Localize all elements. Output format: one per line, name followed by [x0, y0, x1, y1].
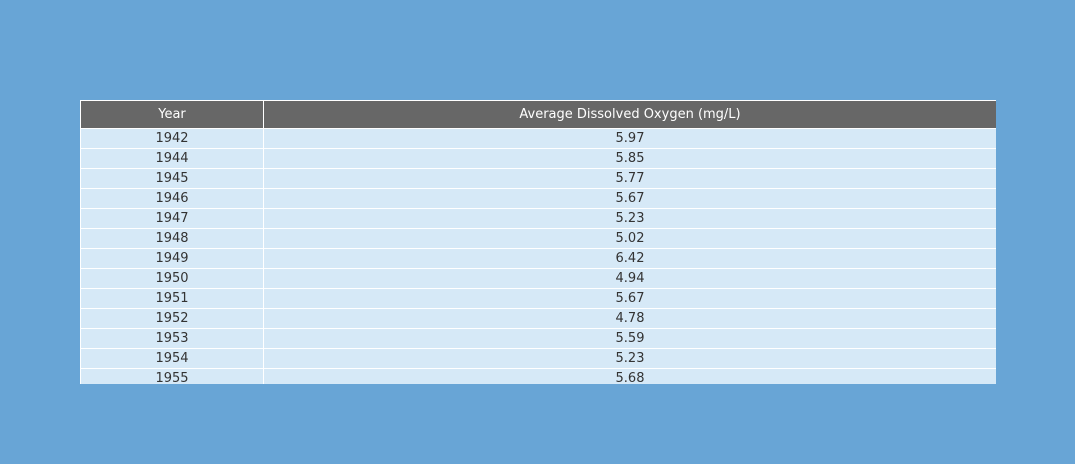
- cell-year: 1942: [80, 128, 264, 149]
- table-row: 1952 4.78: [80, 308, 996, 329]
- cell-dissolved-oxygen: 4.78: [263, 308, 996, 329]
- cell-year: 1947: [80, 208, 264, 229]
- cell-dissolved-oxygen: 5.77: [263, 168, 996, 189]
- cell-dissolved-oxygen: 5.67: [263, 188, 996, 209]
- table-row: 1945 5.77: [80, 168, 996, 189]
- cell-year: 1951: [80, 288, 264, 309]
- table-row: 1949 6.42: [80, 248, 996, 269]
- cell-dissolved-oxygen: 5.23: [263, 208, 996, 229]
- cell-year: 1944: [80, 148, 264, 169]
- table-row: 1955 5.68: [80, 368, 996, 384]
- cell-dissolved-oxygen: 5.97: [263, 128, 996, 149]
- table-body: 1942 5.97 1944 5.85 1945 5.77 1946 5.67 1947 5.23…: [80, 128, 996, 384]
- cell-dissolved-oxygen: 5.67: [263, 288, 996, 309]
- table-row: 1953 5.59: [80, 328, 996, 349]
- cell-year: 1949: [80, 248, 264, 269]
- cell-year: 1954: [80, 348, 264, 369]
- cell-dissolved-oxygen: 5.68: [263, 368, 996, 384]
- table-row: 1948 5.02: [80, 228, 996, 249]
- table-row: 1954 5.23: [80, 348, 996, 369]
- table-row: 1950 4.94: [80, 268, 996, 289]
- cell-year: 1946: [80, 188, 264, 209]
- cell-dissolved-oxygen: 5.02: [263, 228, 996, 249]
- cell-year: 1945: [80, 168, 264, 189]
- cell-year: 1955: [80, 368, 264, 384]
- header-row: Year Average Dissolved Oxygen (mg/L): [80, 100, 996, 129]
- table-row: 1951 5.67: [80, 288, 996, 309]
- table-row: 1946 5.67: [80, 188, 996, 209]
- cell-dissolved-oxygen: 4.94: [263, 268, 996, 289]
- table-row: 1944 5.85: [80, 148, 996, 169]
- data-table: Year Average Dissolved Oxygen (mg/L) 194…: [80, 100, 996, 384]
- cell-year: 1952: [80, 308, 264, 329]
- column-header-year: Year: [80, 100, 264, 129]
- data-table-container: Year Average Dissolved Oxygen (mg/L) 194…: [80, 100, 996, 384]
- cell-year: 1950: [80, 268, 264, 289]
- cell-dissolved-oxygen: 5.85: [263, 148, 996, 169]
- table-row: 1947 5.23: [80, 208, 996, 229]
- cell-dissolved-oxygen: 5.23: [263, 348, 996, 369]
- table-row: 1942 5.97: [80, 128, 996, 149]
- cell-year: 1953: [80, 328, 264, 349]
- column-header-dissolved-oxygen: Average Dissolved Oxygen (mg/L): [263, 100, 996, 129]
- cell-year: 1948: [80, 228, 264, 249]
- cell-dissolved-oxygen: 6.42: [263, 248, 996, 269]
- cell-dissolved-oxygen: 5.59: [263, 328, 996, 349]
- table-header: Year Average Dissolved Oxygen (mg/L): [80, 100, 996, 129]
